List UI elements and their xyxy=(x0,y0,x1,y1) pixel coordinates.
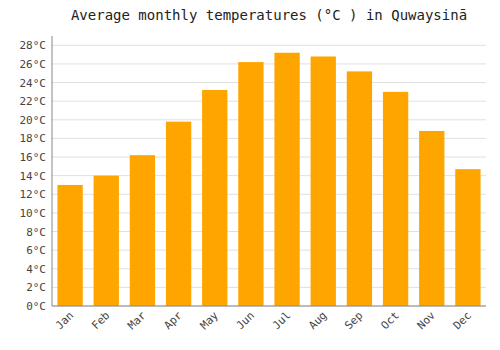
bar xyxy=(57,185,82,306)
x-tick-label: Sep xyxy=(342,309,365,332)
chart-container: Average monthly temperatures (°C ) in Qu… xyxy=(0,0,500,350)
y-tick-label: 8°C xyxy=(26,226,46,239)
y-tick-label: 0°C xyxy=(26,300,46,313)
y-tick-label: 12°C xyxy=(20,188,47,201)
bar xyxy=(419,131,444,306)
x-tick-label: Dec xyxy=(451,309,474,332)
bar xyxy=(202,90,227,306)
y-tick-label: 4°C xyxy=(26,263,46,276)
bar xyxy=(238,62,263,306)
y-tick-label: 14°C xyxy=(20,170,47,183)
bars xyxy=(57,53,480,306)
grid-line xyxy=(52,101,486,102)
y-tick-label: 16°C xyxy=(20,151,47,164)
grid-line xyxy=(52,82,486,83)
y-tick-label: 20°C xyxy=(20,114,47,127)
y-tick-label: 24°C xyxy=(20,77,47,90)
y-tick-label: 10°C xyxy=(20,207,47,220)
x-tick-label: Oct xyxy=(378,309,401,332)
bar xyxy=(311,56,336,306)
bar xyxy=(274,53,299,306)
title: Average monthly temperatures (°C ) in Qu… xyxy=(71,7,467,23)
chart: Average monthly temperatures (°C ) in Qu… xyxy=(0,0,500,350)
x-tick-label: Aug xyxy=(306,309,329,332)
bar xyxy=(166,122,191,306)
grid-line xyxy=(52,45,486,46)
x-tick-label: Feb xyxy=(89,309,112,332)
bar xyxy=(383,92,408,306)
x-tick-label: Jan xyxy=(53,309,76,332)
x-tick-label: Apr xyxy=(161,309,185,333)
x-tick-label: May xyxy=(198,309,222,333)
bar xyxy=(347,71,372,306)
y-tick-label: 2°C xyxy=(26,281,46,294)
bar xyxy=(94,176,119,306)
y-tick-label: 26°C xyxy=(20,58,47,71)
x-axis-line xyxy=(52,306,486,307)
y-tick-label: 6°C xyxy=(26,244,46,257)
x-tick-label: Jul xyxy=(270,309,293,332)
y-tick-label: 22°C xyxy=(20,95,47,108)
grid-line xyxy=(52,63,486,64)
bar xyxy=(130,155,155,306)
y-axis-line xyxy=(52,36,53,306)
x-tick-label: Mar xyxy=(125,309,149,333)
grid-line xyxy=(52,306,486,307)
x-tick-label: Jun xyxy=(234,309,257,332)
y-tick-label: 18°C xyxy=(20,132,47,145)
x-tick-label: Nov xyxy=(415,309,439,333)
y-tick-label: 28°C xyxy=(20,39,47,52)
grid-line xyxy=(52,119,486,120)
y-grid xyxy=(52,45,486,306)
bar xyxy=(455,169,480,306)
